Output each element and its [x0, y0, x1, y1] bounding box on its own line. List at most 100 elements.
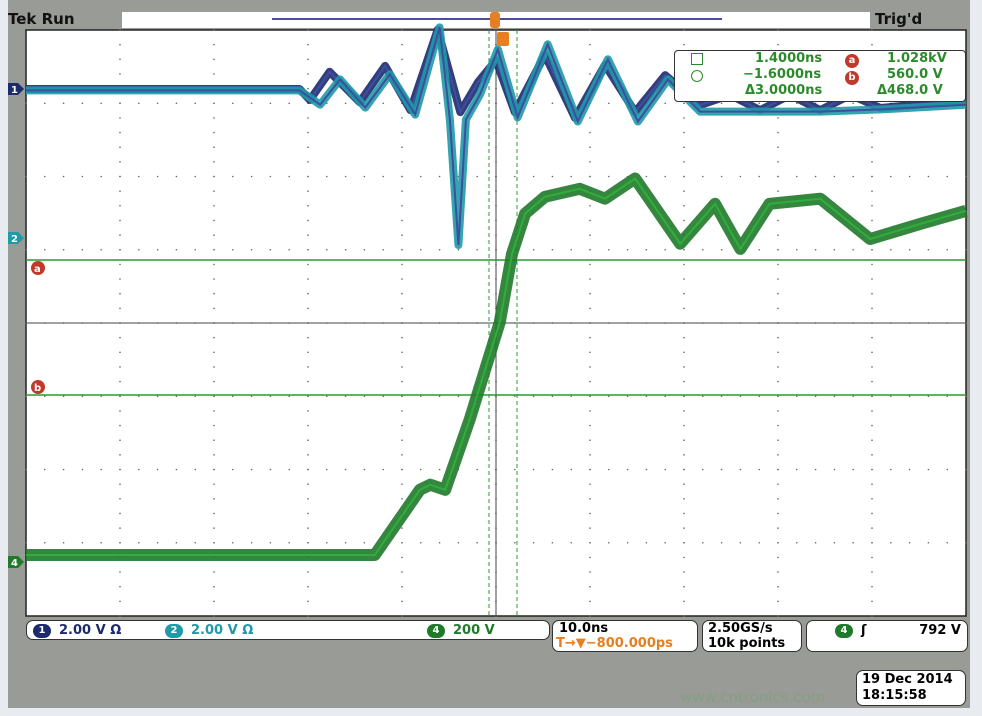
grid-dot	[119, 205, 121, 207]
grid-dot	[307, 424, 309, 427]
grid-dot	[871, 541, 873, 544]
grid-dot	[570, 541, 572, 544]
square-cursor-icon	[691, 53, 703, 65]
grid-dot	[81, 175, 84, 178]
grid-dot	[626, 395, 629, 398]
grid-dot	[589, 424, 591, 427]
grid-dot	[119, 58, 121, 61]
grid-dot	[908, 541, 911, 544]
grid-dot	[326, 175, 328, 178]
grid-dot	[420, 541, 422, 544]
grid-dot	[401, 29, 403, 31]
grid-dot	[119, 248, 121, 251]
grid-dot	[344, 541, 347, 544]
grid-dot	[401, 219, 403, 222]
grid-dot	[720, 102, 723, 105]
grid-dot	[777, 131, 779, 134]
grid-dot	[62, 248, 65, 251]
record-view-bar	[122, 12, 870, 28]
grid-dot	[683, 483, 685, 485]
grid-dot	[194, 175, 196, 178]
grid-dot	[194, 102, 196, 105]
grid-dot	[307, 175, 309, 178]
grid-dot	[833, 395, 836, 398]
grid-dot	[156, 468, 159, 471]
acquisition-readout[interactable]: 2.50GS/s 10k points	[702, 620, 802, 652]
grid-dot	[138, 541, 140, 544]
grid-dot	[119, 454, 121, 456]
grid-dot	[307, 190, 309, 192]
grid-dot	[307, 615, 309, 617]
grid-dot	[871, 424, 873, 427]
grid-dot	[307, 600, 309, 603]
grid-dot	[213, 190, 215, 192]
grid-dot	[119, 234, 121, 236]
grid-dot	[156, 175, 159, 178]
grid-dot	[269, 541, 272, 544]
grid-dot	[307, 454, 309, 456]
grid-dot	[683, 512, 685, 515]
grid-dot	[250, 102, 253, 105]
ch2-coupling: Ω	[242, 623, 254, 638]
grid-dot	[720, 395, 723, 398]
grid-dot	[683, 43, 685, 46]
grid-dot	[702, 468, 704, 471]
grid-dot	[138, 468, 140, 471]
grid-dot	[777, 556, 779, 559]
grid-dot	[589, 585, 591, 588]
timebase-readout[interactable]: 10.0ns T→▼−800.000ps	[552, 620, 698, 652]
grid-dot	[457, 248, 460, 251]
grid-dot	[175, 541, 178, 544]
grid-dot	[702, 395, 704, 398]
grid-dot	[683, 571, 685, 573]
grid-dot	[871, 527, 873, 529]
channel-readout[interactable]: 1 2.00 V Ω 2 2.00 V Ω 4 200 V	[26, 620, 550, 640]
grid-dot	[683, 292, 685, 295]
grid-dot	[382, 175, 385, 178]
grid-dot	[194, 468, 196, 471]
grid-dot	[307, 307, 309, 310]
grid-dot	[119, 219, 121, 222]
grid-dot	[119, 336, 121, 339]
grid-dot	[683, 498, 685, 500]
grid-dot	[62, 175, 65, 178]
grid-dot	[720, 175, 723, 178]
grid-dot	[457, 541, 460, 544]
grid-dot	[946, 468, 948, 471]
grid-dot	[890, 175, 892, 178]
grid-dot	[908, 395, 911, 398]
grid-dot	[307, 29, 309, 31]
grid-dot	[213, 146, 215, 148]
grid-dot	[382, 468, 385, 471]
grid-dot	[702, 175, 704, 178]
grid-dot	[213, 307, 215, 310]
grid-dot	[946, 541, 948, 544]
grid-dot	[683, 439, 685, 442]
grid-dot	[119, 483, 121, 485]
grid-dot	[514, 175, 516, 178]
grid-dot	[871, 336, 873, 339]
grid-dot	[608, 248, 610, 251]
grid-dot	[307, 292, 309, 295]
grid-dot	[250, 395, 253, 398]
grid-dot	[213, 527, 215, 529]
grid-dot	[551, 102, 554, 105]
grid-dot	[777, 468, 779, 471]
grid-dot	[777, 527, 779, 529]
grid-dot	[965, 175, 967, 178]
date: 19 Dec 2014	[862, 672, 953, 687]
grid-dot	[307, 439, 309, 442]
grid-dot	[626, 541, 629, 544]
grid-dot	[307, 395, 309, 398]
grid-dot	[401, 336, 403, 339]
grid-dot	[946, 395, 948, 398]
datetime-readout: 19 Dec 2014 18:15:58	[856, 670, 966, 706]
grid-dot	[119, 351, 121, 354]
grid-dot	[213, 131, 215, 134]
grid-dot	[119, 190, 121, 192]
grid-dot	[269, 468, 272, 471]
grid-dot	[269, 248, 272, 251]
grid-dot	[589, 468, 591, 471]
grid-dot	[589, 366, 591, 368]
